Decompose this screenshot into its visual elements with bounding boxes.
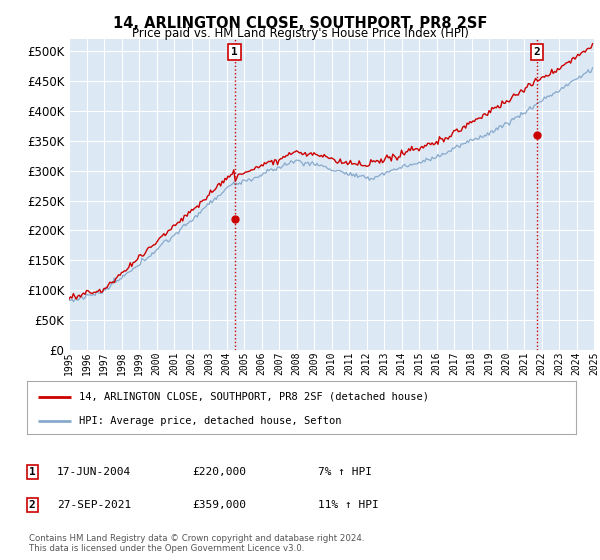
Text: £220,000: £220,000 [192, 466, 246, 477]
Text: 7% ↑ HPI: 7% ↑ HPI [318, 466, 372, 477]
Text: 17-JUN-2004: 17-JUN-2004 [57, 466, 131, 477]
Text: 2: 2 [534, 47, 541, 57]
Text: Price paid vs. HM Land Registry's House Price Index (HPI): Price paid vs. HM Land Registry's House … [131, 27, 469, 40]
Text: 1: 1 [29, 466, 35, 477]
Text: 2: 2 [29, 500, 35, 510]
Text: 14, ARLINGTON CLOSE, SOUTHPORT, PR8 2SF (detached house): 14, ARLINGTON CLOSE, SOUTHPORT, PR8 2SF … [79, 392, 429, 402]
Text: £359,000: £359,000 [192, 500, 246, 510]
Text: 1: 1 [231, 47, 238, 57]
Text: HPI: Average price, detached house, Sefton: HPI: Average price, detached house, Seft… [79, 416, 341, 426]
Text: 14, ARLINGTON CLOSE, SOUTHPORT, PR8 2SF: 14, ARLINGTON CLOSE, SOUTHPORT, PR8 2SF [113, 16, 487, 31]
Text: 11% ↑ HPI: 11% ↑ HPI [318, 500, 379, 510]
Text: 27-SEP-2021: 27-SEP-2021 [57, 500, 131, 510]
Text: Contains HM Land Registry data © Crown copyright and database right 2024.
This d: Contains HM Land Registry data © Crown c… [29, 534, 364, 553]
